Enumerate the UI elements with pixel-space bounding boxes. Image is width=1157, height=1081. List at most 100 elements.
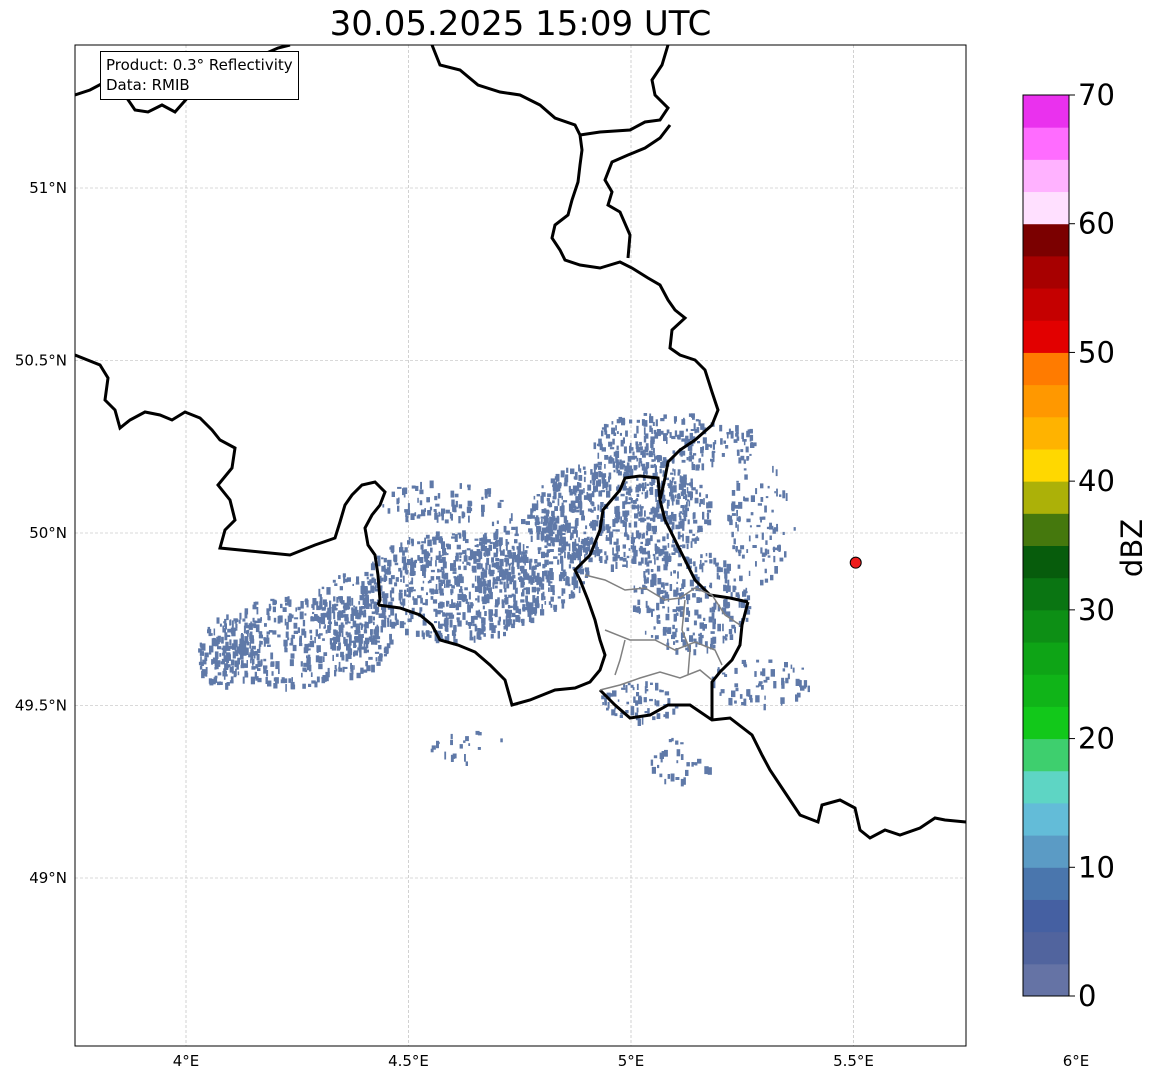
echo-pixel <box>360 646 365 650</box>
echo-pixel <box>395 577 399 582</box>
echo-pixel <box>473 635 476 643</box>
echo-pixel <box>388 578 393 585</box>
echo-pixel <box>452 753 457 759</box>
echo-pixel <box>240 664 245 669</box>
echo-pixel <box>714 601 717 608</box>
echo-pixel <box>663 510 667 514</box>
echo-pixel <box>646 452 649 456</box>
echo-pixel <box>537 590 539 595</box>
echo-pixel <box>569 555 574 563</box>
echo-pixel <box>667 638 669 645</box>
echo-pixel <box>264 623 267 627</box>
echo-pixel <box>661 751 666 754</box>
echo-pixel <box>559 506 562 510</box>
echo-pixel <box>591 550 595 555</box>
echo-pixel <box>507 605 511 609</box>
echo-pixel <box>632 556 637 564</box>
echo-pixel <box>238 619 241 624</box>
echo-pixel <box>481 537 486 542</box>
echo-pixel <box>551 537 556 543</box>
echo-pixel <box>350 614 354 621</box>
echo-pixel <box>346 602 350 610</box>
echo-pixel <box>782 531 785 535</box>
echo-pixel <box>454 627 456 633</box>
echo-pixel <box>585 525 588 530</box>
echo-pixel <box>449 516 453 519</box>
echo-pixel <box>651 478 655 482</box>
echo-pixel <box>704 560 708 563</box>
echo-pixel <box>659 773 663 778</box>
echo-pixel <box>626 462 630 467</box>
echo-pixel <box>412 596 415 601</box>
echo-pixel <box>568 543 571 552</box>
echo-pixel <box>636 692 640 697</box>
echo-pixel <box>516 546 520 550</box>
echo-pixel <box>625 430 628 437</box>
echo-pixel <box>324 602 327 610</box>
echo-pixel <box>438 536 443 543</box>
echo-pixel <box>217 664 221 667</box>
echo-pixel <box>685 428 688 432</box>
echo-pixel <box>452 614 455 619</box>
echo-pixel <box>517 549 522 555</box>
echo-pixel <box>649 698 653 702</box>
echo-pixel <box>694 762 698 766</box>
echo-pixel <box>699 484 703 489</box>
echo-pixel <box>470 551 475 560</box>
echo-pixel <box>590 538 594 545</box>
echo-pixel <box>459 601 462 608</box>
radar-site-marker[interactable] <box>849 556 862 569</box>
echo-pixel <box>363 624 366 627</box>
echo-pixel <box>676 760 679 764</box>
echo-pixel <box>374 651 380 654</box>
echo-pixel <box>475 598 478 601</box>
echo-pixel <box>529 560 533 563</box>
echo-pixel <box>678 535 683 538</box>
echo-pixel <box>421 630 424 637</box>
echo-pixel <box>458 552 463 555</box>
echo-pixel <box>760 579 764 586</box>
echo-pixel <box>667 698 671 705</box>
echo-pixel <box>403 487 408 494</box>
echo-pixel <box>716 572 719 580</box>
echo-pixel <box>374 607 380 612</box>
echo-pixel <box>673 485 677 493</box>
echo-pixel <box>318 634 321 639</box>
echo-pixel <box>425 630 430 637</box>
echo-pixel <box>284 678 288 683</box>
echo-pixel <box>693 649 697 656</box>
echo-pixel <box>624 488 629 491</box>
echo-pixel <box>597 452 600 459</box>
lon-tick-label: 5.5°E <box>833 1052 874 1070</box>
echo-pixel <box>445 580 450 588</box>
echo-pixel <box>221 636 224 644</box>
echo-pixel <box>584 554 586 560</box>
echo-pixel <box>497 630 500 639</box>
echo-pixel <box>427 510 431 513</box>
echo-pixel <box>755 685 760 688</box>
echo-pixel <box>515 608 519 612</box>
echo-pixel <box>457 620 462 627</box>
echo-pixel <box>287 637 290 641</box>
echo-pixel <box>465 539 469 544</box>
echo-pixel <box>348 606 351 610</box>
echo-pixel <box>644 482 647 489</box>
echo-pixel <box>725 611 731 617</box>
echo-pixel <box>692 413 695 420</box>
echo-pixel <box>223 628 226 633</box>
echo-pixel <box>367 590 372 594</box>
echo-pixel <box>424 537 426 544</box>
map-area[interactable] <box>75 45 1157 1046</box>
echo-pixel <box>310 672 313 677</box>
echo-pixel <box>444 583 446 588</box>
echo-pixel <box>686 457 689 461</box>
echo-pixel <box>477 575 481 584</box>
echo-pixel <box>600 549 603 553</box>
echo-pixel <box>746 607 749 612</box>
echo-pixel <box>244 663 248 668</box>
echo-pixel <box>369 573 374 577</box>
echo-pixel <box>358 645 361 653</box>
echo-pixel <box>537 562 541 566</box>
echo-pixel <box>237 657 240 665</box>
echo-pixel <box>576 506 579 509</box>
